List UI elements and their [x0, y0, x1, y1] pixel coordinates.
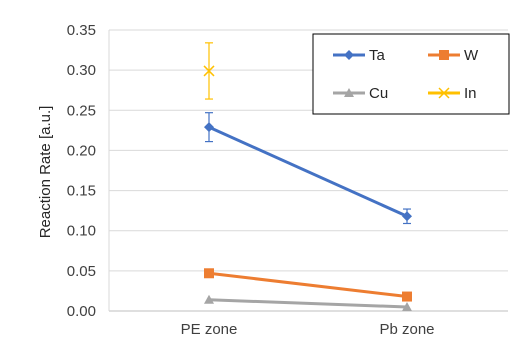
legend-box: [312, 33, 510, 115]
legend-entry-cu: Cu: [333, 85, 388, 102]
y-tick-label: 0.30: [67, 62, 96, 79]
data-point: [203, 65, 215, 77]
marker-stroke: [438, 87, 450, 99]
legend-label: Cu: [369, 85, 388, 102]
legend-label: W: [464, 47, 479, 64]
x-tick-label: Pb zone: [379, 321, 434, 338]
data-point: [204, 122, 214, 133]
series-in: [203, 42, 215, 100]
data-point: [402, 211, 412, 222]
legend-marker: [438, 87, 450, 99]
legend-marker: [439, 50, 449, 60]
legend-label: In: [464, 85, 477, 102]
legend: Ta W Cu In: [312, 33, 510, 115]
legend-marker: [344, 88, 354, 97]
marker-stroke: [203, 65, 215, 77]
legend-entry-ta: Ta: [333, 47, 386, 64]
series-cu: [204, 294, 412, 311]
y-tick-label: 0.00: [67, 303, 96, 320]
data-point: [204, 268, 214, 279]
y-tick-labels: 0.00 0.05 0.10 0.15 0.20 0.25 0.30 0.35: [67, 22, 96, 320]
data-point: [204, 294, 214, 304]
series-line: [208, 271, 408, 299]
y-tick-label: 0.15: [67, 183, 96, 200]
y-tick-label: 0.10: [67, 223, 96, 240]
x-tick-label: PE zone: [181, 321, 238, 338]
legend-label: Ta: [369, 47, 386, 64]
y-tick-label: 0.35: [67, 22, 96, 39]
legend-marker: [344, 50, 354, 60]
y-tick-label: 0.25: [67, 102, 96, 119]
series-line: [208, 298, 408, 309]
y-axis-title: Reaction Rate [a.u.]: [37, 106, 54, 239]
y-tick-label: 0.05: [67, 263, 96, 280]
series-layer: [203, 42, 412, 311]
data-point: [402, 291, 412, 302]
y-tick-label: 0.20: [67, 142, 96, 159]
series-line: [208, 125, 408, 218]
series-w: [204, 268, 412, 302]
data-point: [402, 301, 412, 311]
series-ta: [204, 112, 412, 225]
x-tick-labels: PE zone Pb zone: [181, 321, 435, 338]
legend-entry-in: In: [428, 85, 477, 102]
legend-entry-w: W: [428, 47, 479, 64]
